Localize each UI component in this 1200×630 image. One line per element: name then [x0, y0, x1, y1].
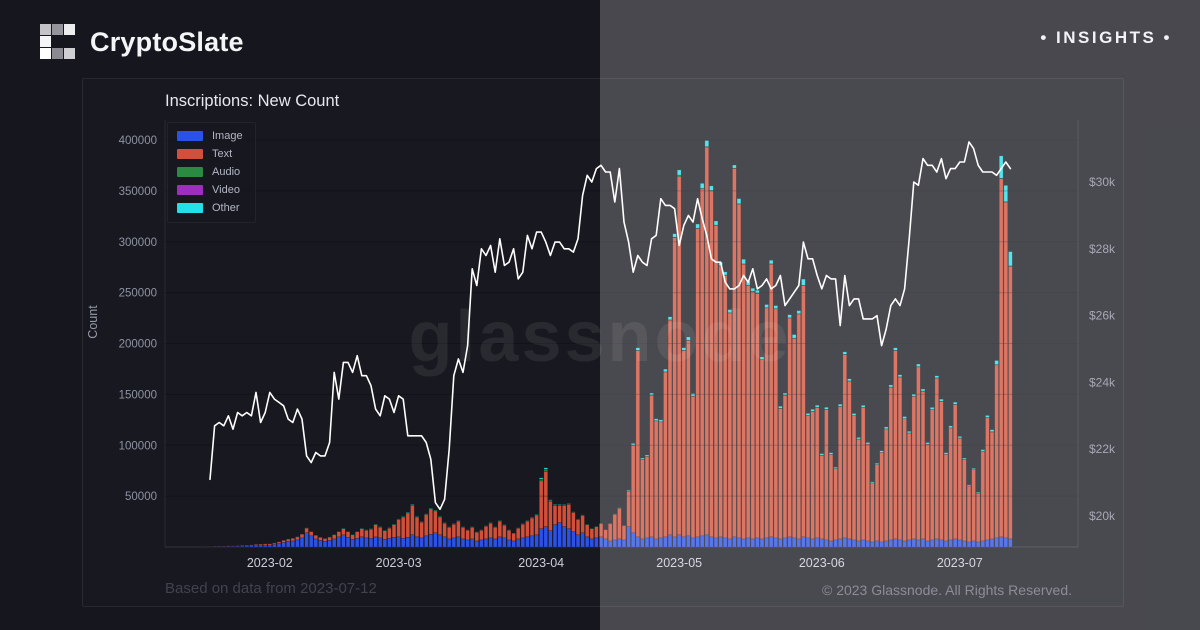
header: CryptoSlate	[40, 24, 244, 60]
svg-text:2023-02: 2023-02	[247, 556, 293, 570]
svg-text:$26k: $26k	[1089, 309, 1116, 323]
x-axis-ticks: 2023-02 2023-03 2023-04 2023-05 2023-06 2023-…	[247, 556, 983, 570]
glassnode-watermark: glassnode	[408, 297, 792, 377]
legend-label-other: Other	[212, 202, 240, 214]
svg-text:2023-03: 2023-03	[376, 556, 422, 570]
svg-text:$22k: $22k	[1089, 442, 1116, 456]
legend-swatch-audio	[177, 167, 203, 177]
legend-label-image: Image	[212, 130, 243, 142]
legend-item-other: Other	[177, 202, 243, 214]
brand-name: CryptoSlate	[90, 26, 244, 57]
svg-text:2023-05: 2023-05	[656, 556, 702, 570]
svg-text:$30k: $30k	[1089, 175, 1116, 189]
legend-swatch-text	[177, 149, 203, 159]
svg-text:2023-06: 2023-06	[799, 556, 845, 570]
legend-item-text: Text	[177, 148, 243, 160]
svg-text:350000: 350000	[119, 186, 157, 198]
cryptoslate-logo-icon	[40, 24, 75, 59]
svg-text:$20k: $20k	[1089, 509, 1116, 523]
legend-item-video: Video	[177, 184, 243, 196]
bars-layer	[207, 140, 1013, 548]
legend-label-audio: Audio	[212, 166, 241, 178]
chart-title: Inscriptions: New Count	[165, 92, 340, 110]
svg-text:300000: 300000	[119, 237, 157, 249]
legend-label-video: Video	[212, 184, 240, 196]
svg-text:2023-07: 2023-07	[937, 556, 983, 570]
left-axis-ticks: 400000 350000 300000 250000 200000 150000 1000…	[119, 135, 157, 503]
svg-text:100000: 100000	[119, 440, 157, 452]
svg-text:150000: 150000	[119, 389, 157, 401]
right-axis-ticks: $30k $28k $26k $24k $22k $20k	[1089, 175, 1116, 523]
y-axis-title: Count	[86, 305, 100, 339]
insights-badge: • INSIGHTS •	[1040, 28, 1172, 47]
price-line	[209, 141, 1012, 511]
svg-text:250000: 250000	[119, 288, 157, 300]
legend-swatch-video	[177, 185, 203, 195]
legend-item-image: Image	[177, 130, 243, 142]
chart-panel	[82, 78, 1124, 607]
svg-text:2023-04: 2023-04	[518, 556, 564, 570]
svg-text:50000: 50000	[125, 491, 157, 503]
legend-swatch-other	[177, 203, 203, 213]
svg-text:400000: 400000	[119, 135, 157, 147]
svg-text:200000: 200000	[119, 339, 157, 351]
legend: Image Text Audio Video Other	[167, 122, 256, 223]
svg-text:$24k: $24k	[1089, 375, 1116, 389]
footer-copyright: © 2023 Glassnode. All Rights Reserved.	[821, 582, 1072, 598]
legend-label-text: Text	[212, 148, 233, 160]
svg-text:$28k: $28k	[1089, 242, 1116, 256]
legend-item-audio: Audio	[177, 166, 243, 178]
legend-swatch-image	[177, 131, 203, 141]
svg-text:Count: Count	[86, 305, 100, 339]
footer-note-left: Based on data from 2023-07-12	[165, 580, 377, 597]
